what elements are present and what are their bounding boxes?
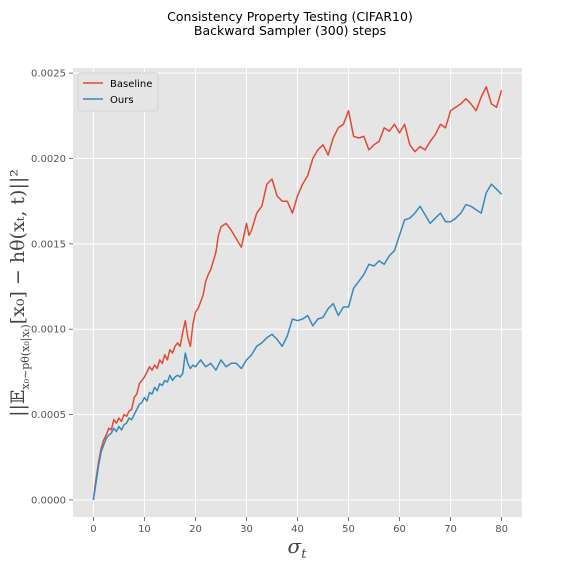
y-axis-label: ||𝔼x₀∼pθ(x₀|xₜ)[x₀] − hθ(xₜ, t)||² [7, 169, 33, 417]
chart-title-line1: Consistency Property Testing (CIFAR10) [167, 9, 413, 24]
series-lines [92, 86, 503, 501]
grid [73, 68, 522, 517]
x-tick-label: 0 [90, 524, 96, 535]
legend-label-baseline: Baseline [110, 79, 152, 90]
legend: Baseline Ours [77, 72, 159, 112]
y-axis: 0.0000 0.0005 0.0010 0.0015 0.0020 0.0025 [31, 69, 73, 506]
series-line-baseline [92, 86, 503, 500]
x-tick-label: 80 [495, 524, 508, 535]
y-tick-label: 0.0010 [31, 325, 66, 336]
legend-label-ours: Ours [110, 95, 134, 106]
svg-text:||𝔼x₀∼pθ(x₀|xₜ)[x₀] − hθ(xₜ,: ||𝔼x₀∼pθ(x₀|xₜ)[x₀] − hθ(xₜ, t)||² [7, 169, 33, 417]
x-tick-label: 20 [189, 524, 202, 535]
x-tick-label: 60 [393, 524, 406, 535]
y-tick-label: 0.0025 [31, 69, 66, 80]
y-tick-label: 0.0015 [31, 239, 66, 250]
x-tick-label: 70 [444, 524, 457, 535]
x-tick-label: 10 [138, 524, 151, 535]
y-tick-label: 0.0000 [31, 495, 66, 506]
x-tick-label: 30 [240, 524, 253, 535]
x-tick-label: 40 [291, 524, 304, 535]
series-line-ours [92, 183, 503, 501]
x-axis-label: σt [288, 534, 308, 562]
x-tick-label: 50 [342, 524, 355, 535]
y-tick-label: 0.0005 [31, 410, 66, 421]
y-tick-label: 0.0020 [31, 154, 66, 165]
x-axis: 0 10 20 30 40 50 60 70 80 [90, 517, 508, 535]
chart-title-line2: Backward Sampler (300) steps [194, 23, 386, 38]
